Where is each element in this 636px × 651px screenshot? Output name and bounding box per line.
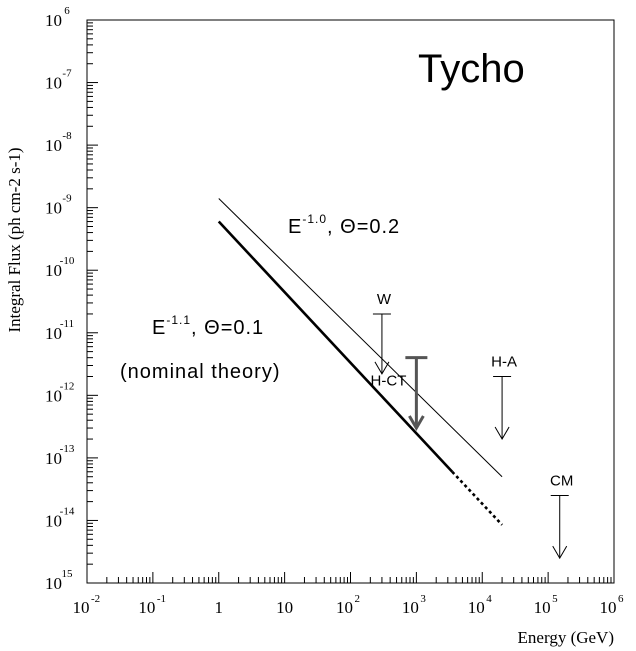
y-tick-exponent: -7 [62, 68, 72, 80]
upper-limit-label: H-A [491, 354, 517, 371]
x-tick-label: 10 [600, 598, 617, 617]
x-tick-exponent: 6 [618, 593, 624, 605]
y-tick-label: 10 [45, 74, 62, 93]
y-axis-title-group: Integral Flux (ph cm-2 s-1) [5, 147, 24, 332]
y-tick-label: 10 [45, 574, 62, 593]
upper-limit-cm: CM [550, 473, 573, 560]
upper-limit-arrowhead [408, 415, 425, 432]
x-axis-title: Energy (GeV) [518, 628, 614, 647]
x-tick-label: 10 [534, 598, 551, 617]
series-0-line [218, 198, 503, 478]
series-1-extrapolation [451, 470, 504, 526]
series-1-label-exp: -1.1 [166, 313, 191, 327]
x-tick-label: 1 [215, 598, 224, 617]
upper-limit-arrowhead [494, 426, 510, 441]
svg-text:E-1.0, Θ=0.2: E-1.0, Θ=0.2 [288, 212, 400, 238]
series-1-label-line2: (nominal theory) [120, 361, 281, 383]
y-tick-label: 10 [45, 511, 62, 530]
y-axis-title: Integral Flux (ph cm-2 s-1) [5, 147, 24, 332]
y-tick-exponent: -9 [62, 193, 72, 205]
y-tick-exponent: -14 [60, 505, 75, 517]
series-0-label-exp: -1.0 [302, 212, 327, 226]
y-tick-label: 10 [45, 261, 62, 280]
x-tick-label: 10 [138, 598, 155, 617]
series-lines [217, 198, 504, 526]
y-tick-exponent: 6 [64, 5, 70, 17]
x-tick-exponent: -2 [91, 593, 100, 605]
y-tick-exponent: -12 [60, 380, 75, 392]
series-0-annotation: E-1.0, Θ=0.2 [288, 212, 400, 238]
upper-limit-w: W [372, 291, 392, 375]
series-0-label-rest: , Θ=0.2 [327, 216, 400, 238]
upper-limit-h-ct: H-CT [371, 356, 428, 432]
series-1-annotation: E-1.1, Θ=0.1 (nominal theory) [120, 313, 281, 383]
svg-text:E-1.1, Θ=0.1: E-1.1, Θ=0.1 [152, 313, 264, 339]
upper-limits: W H-CT H-A CM [371, 291, 573, 560]
x-tick-exponent: 4 [486, 593, 492, 605]
series-0-label-base: E [288, 216, 302, 238]
upper-limit-label: H-CT [371, 373, 407, 390]
x-tick-label: 10 [468, 598, 485, 617]
y-tick-exponent: -11 [60, 318, 74, 330]
x-tick-labels: 10 -2 10 -1 1 10 10 2 10 3 10 4 10 5 10 6 [73, 593, 625, 617]
x-tick-label: 10 [402, 598, 419, 617]
y-tick-label: 10 [45, 136, 62, 155]
x-tick-label: 10 [73, 598, 90, 617]
y-tick-label: 10 [45, 386, 62, 405]
y-tick-labels: 10 610 -710 -810 -910-1010-1110-1210-1310-14… [45, 5, 75, 593]
y-tick-exponent: -8 [62, 130, 72, 142]
y-tick-exponent: -13 [60, 443, 75, 455]
x-tick-exponent: 5 [552, 593, 558, 605]
plot-frame [86, 19, 615, 584]
upper-limit-arrowhead [552, 545, 568, 560]
y-tick-exponent: 15 [62, 568, 74, 580]
y-tick-label: 10 [45, 449, 62, 468]
upper-limit-arrowhead [374, 361, 390, 375]
x-tick-exponent: -1 [157, 593, 166, 605]
x-tick-label: 10 [336, 598, 353, 617]
series-1-line [217, 220, 454, 473]
x-tick-exponent: 3 [420, 593, 426, 605]
y-tick-label: 10 [45, 199, 62, 218]
upper-limit-label: W [377, 291, 392, 308]
x-tick-label: 10 [276, 598, 293, 617]
chart-title: Tycho [418, 47, 525, 91]
y-tick-label: 10 [45, 324, 62, 343]
x-tick-exponent: 2 [355, 593, 361, 605]
y-tick-label: 10 [45, 11, 62, 30]
series-1-label-rest: , Θ=0.1 [191, 317, 264, 339]
upper-limit-h-a: H-A [491, 354, 517, 441]
y-tick-exponent: -10 [60, 255, 75, 267]
axis-ticks [86, 19, 615, 584]
series-1-label-base: E [152, 317, 166, 339]
upper-limit-label: CM [550, 473, 573, 490]
